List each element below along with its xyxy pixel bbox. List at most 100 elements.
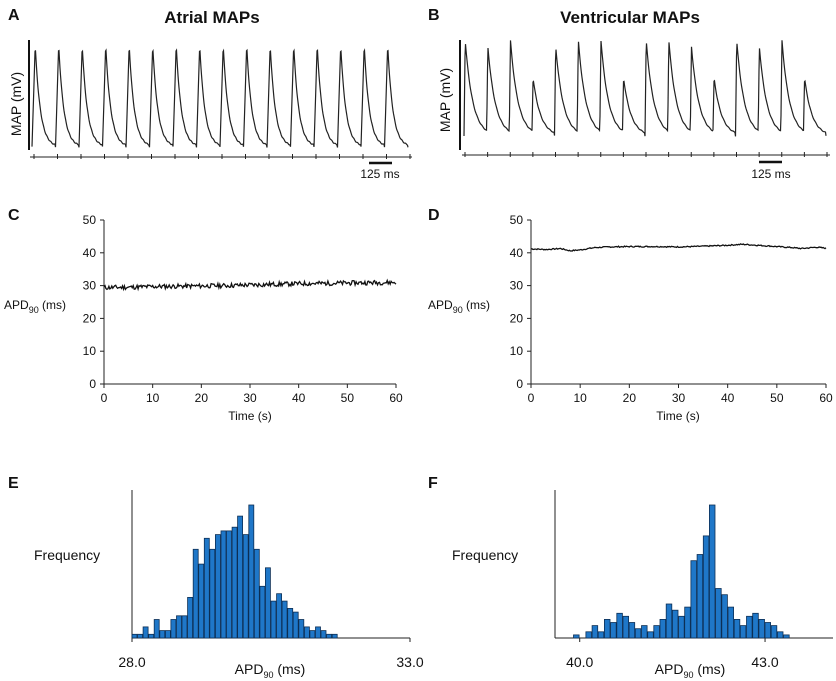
x-tick-label: 20 bbox=[195, 391, 209, 405]
histogram-bar bbox=[148, 633, 155, 639]
histogram-bar bbox=[721, 594, 728, 639]
panel-b: Ventricular MAPs MAP (mV) 125 ms bbox=[437, 8, 830, 181]
histogram-bar bbox=[678, 615, 685, 639]
panel-label-a: A bbox=[8, 7, 20, 24]
panel-label-e: E bbox=[8, 475, 19, 492]
x-tick-label: 10 bbox=[146, 391, 160, 405]
panel-b-title: Ventricular MAPs bbox=[560, 8, 700, 27]
histogram-bar bbox=[159, 630, 166, 639]
histogram-bar bbox=[641, 625, 648, 639]
histogram-bar bbox=[142, 626, 149, 639]
histogram-bar bbox=[628, 622, 636, 639]
panel-f-x-label: APD90 (ms) bbox=[655, 661, 726, 680]
panel-a-map-trace bbox=[31, 48, 409, 148]
histogram-bar bbox=[276, 593, 283, 639]
panel-label-b: B bbox=[428, 7, 440, 24]
panel-label-d: D bbox=[428, 207, 440, 224]
y-tick-label: 40 bbox=[83, 246, 97, 260]
panel-label-f: F bbox=[428, 475, 438, 492]
panel-d-y-label-sub: 90 bbox=[453, 305, 463, 315]
histogram-bar bbox=[209, 548, 216, 639]
histogram-bar bbox=[259, 585, 266, 639]
panel-b-y-label: MAP (mV) bbox=[437, 68, 453, 132]
histogram-bar bbox=[702, 535, 710, 639]
panel-e-x-label-unit: (ms) bbox=[273, 661, 305, 677]
panel-e-x-label: APD90 (ms) bbox=[235, 661, 306, 680]
panel-e-x-label-main: APD bbox=[235, 661, 264, 677]
histogram-bar bbox=[226, 530, 232, 639]
panel-e: Frequency 28.0 33.0 APD90 (ms) bbox=[34, 490, 424, 680]
histogram-bar bbox=[298, 619, 305, 639]
panel-f-x-label-unit: (ms) bbox=[693, 661, 725, 677]
panel-c: 0 10 20 30 40 50 0 10 20 30 40 50 60 Time (s) APD90 … bbox=[4, 213, 403, 423]
histogram-bar bbox=[292, 611, 299, 639]
histogram-bar bbox=[264, 567, 271, 639]
y-tick-label: 10 bbox=[83, 344, 97, 358]
histogram-bar bbox=[192, 548, 199, 639]
histogram-bar bbox=[739, 625, 747, 639]
y-tick-label: 20 bbox=[83, 311, 97, 325]
panel-d-y-label: APD90 (ms) bbox=[428, 298, 490, 315]
histogram-bar bbox=[309, 630, 316, 639]
histogram-bar bbox=[170, 619, 177, 639]
histogram-bar bbox=[203, 537, 210, 639]
panel-c-y-label: APD90 (ms) bbox=[4, 298, 66, 315]
histogram-bar bbox=[653, 625, 660, 639]
histogram-bar bbox=[690, 560, 697, 639]
panel-e-y-label: Frequency bbox=[34, 547, 100, 563]
histogram-bar bbox=[610, 622, 617, 639]
histogram-bar bbox=[634, 628, 642, 639]
panel-c-apd-line bbox=[103, 278, 397, 292]
panel-d-y-label-main: APD bbox=[428, 298, 453, 312]
histogram-bar bbox=[597, 631, 605, 639]
histogram-bar bbox=[622, 615, 629, 639]
panel-a-scale-label: 125 ms bbox=[360, 167, 399, 181]
histogram-bar bbox=[220, 530, 227, 639]
panel-f-x-label-main: APD bbox=[655, 661, 684, 677]
x-tick-label: 30 bbox=[243, 391, 257, 405]
histogram-bar bbox=[153, 619, 160, 639]
histogram-bar bbox=[746, 615, 753, 639]
x-tick-label: 60 bbox=[389, 391, 403, 405]
histogram-bar bbox=[733, 619, 741, 639]
histogram-bar bbox=[187, 597, 194, 639]
x-tick-label: 50 bbox=[770, 391, 784, 405]
histogram-bar bbox=[181, 615, 188, 639]
histogram-bar bbox=[331, 633, 338, 639]
panel-e-x-label-sub: 90 bbox=[263, 670, 273, 680]
histogram-bar bbox=[253, 548, 260, 639]
x-tick-label: 0 bbox=[101, 391, 108, 405]
histogram-bar bbox=[585, 631, 592, 639]
panel-a: Atrial MAPs MAP (mV) 125 ms bbox=[8, 8, 412, 181]
histogram-bar bbox=[131, 633, 138, 639]
histogram-bar bbox=[270, 600, 277, 639]
histogram-bar bbox=[752, 612, 759, 639]
y-tick-label: 30 bbox=[510, 279, 524, 293]
histogram-bar bbox=[164, 630, 171, 639]
panel-f-x-label-sub: 90 bbox=[683, 670, 693, 680]
panel-b-map-trace bbox=[463, 40, 827, 137]
x-tick-label: 30 bbox=[672, 391, 686, 405]
histogram-bar bbox=[783, 634, 790, 639]
histogram-bar bbox=[665, 603, 673, 639]
histogram-bar bbox=[672, 609, 679, 639]
y-tick-label: 50 bbox=[83, 213, 97, 227]
panel-d-x-label: Time (s) bbox=[656, 409, 700, 423]
histogram-bar bbox=[758, 619, 765, 639]
panel-b-scale-label: 125 ms bbox=[751, 167, 790, 181]
panel-d-y-label-unit: (ms) bbox=[463, 298, 490, 312]
y-tick-label: 0 bbox=[516, 377, 523, 391]
panel-label-c: C bbox=[8, 207, 20, 224]
histogram-bar bbox=[303, 626, 310, 639]
x-tick-label: 60 bbox=[819, 391, 833, 405]
histogram-bar bbox=[715, 588, 722, 639]
histogram-bar bbox=[659, 619, 666, 639]
histogram-bar bbox=[696, 554, 704, 639]
panel-a-y-label: MAP (mV) bbox=[8, 72, 24, 136]
histogram-bar bbox=[137, 633, 144, 639]
histogram-bar bbox=[176, 615, 182, 639]
y-tick-label: 50 bbox=[510, 213, 524, 227]
panel-e-tick-label-high: 33.0 bbox=[396, 654, 423, 670]
x-tick-label: 40 bbox=[292, 391, 306, 405]
histogram-bar bbox=[591, 625, 599, 639]
